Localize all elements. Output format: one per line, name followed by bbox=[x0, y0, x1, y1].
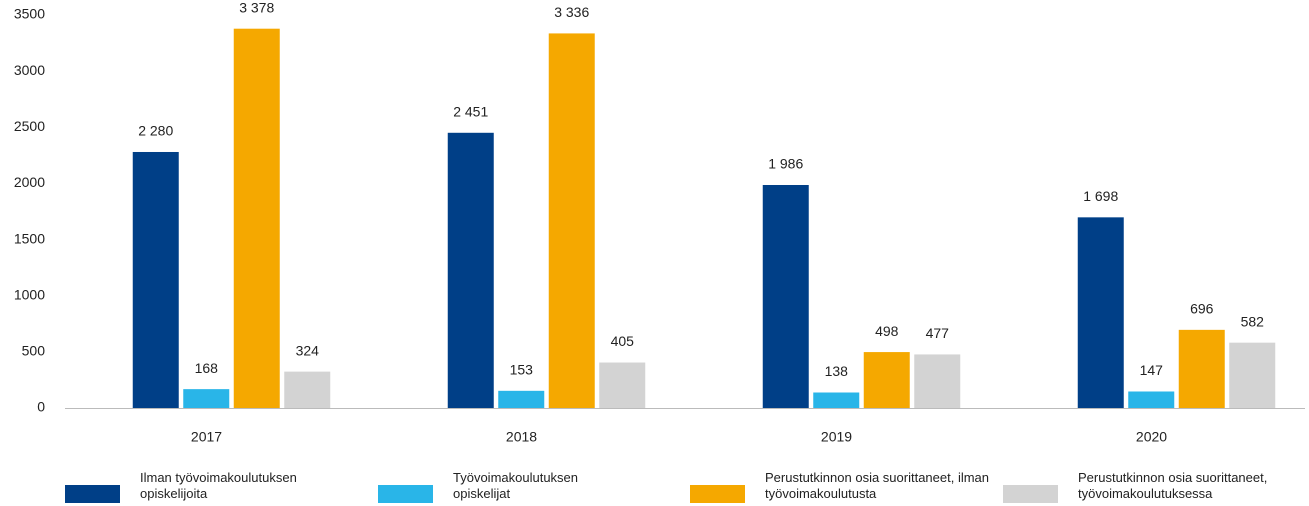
legend-swatch bbox=[1003, 485, 1058, 503]
bar bbox=[1077, 217, 1124, 408]
bar bbox=[548, 33, 595, 408]
y-tick-label: 1000 bbox=[14, 286, 45, 302]
legend-label: Ilman työvoimakoulutuksen opiskelijoita bbox=[140, 470, 297, 501]
value-label: 498 bbox=[875, 323, 899, 339]
plot: 0 500 1000 1500 2000 2500 3000 3500 2017 2 280 168… bbox=[14, 0, 1305, 445]
legend-swatch bbox=[378, 485, 433, 503]
value-label: 1 986 bbox=[768, 156, 803, 172]
value-label: 2 451 bbox=[453, 103, 488, 119]
value-label: 3 378 bbox=[239, 0, 274, 15]
value-label: 147 bbox=[1140, 362, 1164, 378]
bar bbox=[498, 390, 545, 408]
value-label: 405 bbox=[611, 333, 635, 349]
y-tick-label: 500 bbox=[22, 343, 46, 359]
bar bbox=[914, 354, 961, 408]
bar bbox=[1128, 391, 1175, 408]
bar bbox=[813, 392, 860, 408]
value-label: 324 bbox=[296, 342, 320, 358]
value-label: 2 280 bbox=[138, 123, 173, 139]
y-tick-label: 0 bbox=[37, 399, 45, 415]
value-label: 168 bbox=[195, 360, 219, 376]
bar bbox=[762, 185, 809, 408]
y-tick-label: 2000 bbox=[14, 174, 45, 190]
y-tick-label: 3500 bbox=[14, 6, 45, 22]
legend-swatch bbox=[690, 485, 745, 503]
value-label: 477 bbox=[926, 325, 950, 341]
x-tick-label: 2018 bbox=[506, 429, 537, 445]
bar bbox=[132, 151, 179, 408]
value-label: 138 bbox=[825, 363, 849, 379]
legend-label: Perustutkinnon osia suorittaneet, ilman … bbox=[765, 470, 990, 501]
value-label: 1 698 bbox=[1083, 188, 1118, 204]
bar bbox=[1178, 329, 1225, 408]
value-label: 582 bbox=[1241, 313, 1265, 329]
legend-label: Perustutkinnon osia suorittaneet, työvoi… bbox=[1078, 470, 1268, 501]
value-label: 696 bbox=[1190, 301, 1214, 317]
x-tick-label: 2019 bbox=[821, 429, 852, 445]
value-label: 153 bbox=[510, 362, 534, 378]
legend-label: Työvoimakoulutuksen opiskelijat bbox=[453, 470, 579, 501]
bar bbox=[284, 371, 331, 408]
y-tick-label: 3000 bbox=[14, 62, 45, 78]
bar bbox=[233, 28, 280, 409]
bar bbox=[447, 132, 494, 408]
bar bbox=[183, 389, 230, 408]
legend-swatch bbox=[65, 485, 120, 503]
x-tick-label: 2020 bbox=[1136, 429, 1167, 445]
y-tick-label: 2500 bbox=[14, 118, 45, 134]
bar bbox=[1229, 342, 1276, 408]
bar bbox=[863, 352, 910, 408]
x-tick-label: 2017 bbox=[191, 429, 222, 445]
bar bbox=[599, 362, 646, 408]
value-label: 3 336 bbox=[554, 4, 589, 20]
y-tick-label: 1500 bbox=[14, 230, 45, 246]
